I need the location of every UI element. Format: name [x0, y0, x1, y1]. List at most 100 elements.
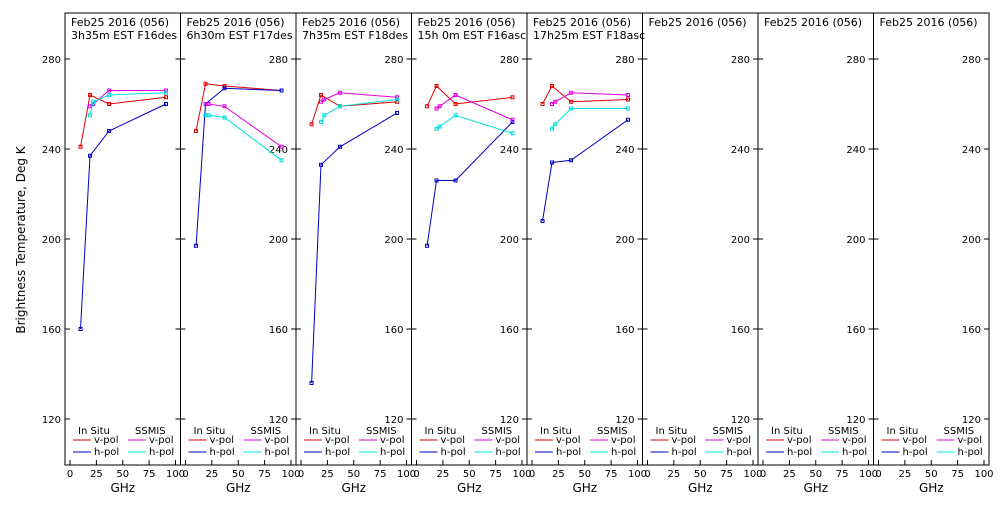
- data-point-ssmis_h: [322, 113, 327, 118]
- y-tick-label: 120: [731, 415, 750, 426]
- data-point-ssmis_v: [338, 90, 343, 95]
- y-tick-label: 160: [846, 325, 865, 336]
- legend-label-insitu_h: h-pol: [325, 447, 350, 458]
- legend-label-insitu_v: v-pol: [210, 435, 235, 446]
- legend-insitu-title: In Situ: [425, 426, 457, 437]
- panel-title-line1: Feb25 2016 (056): [302, 16, 400, 29]
- data-point-insitu_v: [569, 99, 574, 104]
- x-axis-label: GHz: [341, 481, 366, 495]
- legend-label-insitu_h: h-pol: [556, 447, 581, 458]
- data-point-insitu_h: [164, 102, 169, 106]
- legend-ssmis-title: SSMIS: [828, 426, 859, 437]
- y-tick-label: 240: [846, 145, 865, 156]
- x-tick-label: 50: [232, 469, 245, 480]
- legend-label-ssmis_v: v-pol: [265, 435, 290, 446]
- series-line-ssmis_v: [551, 92, 629, 105]
- y-tick-label: 160: [500, 325, 519, 336]
- data-point-ssmis_v: [107, 88, 112, 93]
- legend-label-ssmis_h: h-pol: [496, 447, 521, 458]
- x-axis-label: GHz: [457, 481, 482, 495]
- y-tick-label: 200: [615, 235, 634, 246]
- y-tick-label: 280: [731, 55, 750, 66]
- legend-insitu-title: In Situ: [194, 426, 226, 437]
- data-point-ssmis_h: [206, 113, 211, 118]
- y-tick-label: 200: [269, 235, 288, 246]
- legend-label-insitu_h: h-pol: [94, 447, 119, 458]
- legend-label-ssmis_h: h-pol: [265, 447, 290, 458]
- data-point-ssmis_v: [88, 104, 93, 109]
- legend-label-ssmis_h: h-pol: [958, 447, 983, 458]
- data-point-ssmis_v: [569, 90, 574, 95]
- y-tick-label: 120: [615, 415, 634, 426]
- data-point-insitu_h: [319, 162, 324, 167]
- x-axis-label: GHz: [572, 481, 597, 495]
- x-tick-label: 75: [374, 469, 387, 480]
- data-point-ssmis_h: [434, 126, 439, 131]
- data-point-ssmis_v: [453, 93, 458, 97]
- data-point-insitu_v: [107, 102, 112, 106]
- legend-label-ssmis_v: v-pol: [611, 435, 636, 446]
- y-tick-label: 200: [384, 235, 403, 246]
- x-tick-label: 0: [644, 469, 650, 480]
- y-axis-label: Brightness Temperature, Deg K: [14, 145, 28, 333]
- data-point-insitu_v: [626, 97, 631, 102]
- data-point-insitu_v: [222, 84, 227, 88]
- panel-title-line1: Feb25 2016 (056): [533, 16, 631, 29]
- legend-ssmis-title: SSMIS: [251, 426, 282, 437]
- data-point-ssmis_h: [164, 90, 169, 95]
- x-axis-label: GHz: [110, 481, 135, 495]
- data-point-ssmis_v: [434, 106, 439, 111]
- y-tick-label: 160: [615, 325, 634, 336]
- data-point-ssmis_v: [319, 99, 324, 104]
- series-line-insitu_h: [542, 119, 629, 222]
- x-tick-label: 50: [116, 469, 129, 480]
- y-tick-label: 160: [731, 325, 750, 336]
- series-line-insitu_h: [195, 87, 282, 246]
- y-tick-label: 200: [500, 235, 519, 246]
- y-tick-label: 280: [42, 55, 61, 66]
- series-line-insitu_h: [80, 103, 167, 330]
- panel-title-line1: Feb25 2016 (056): [418, 16, 516, 29]
- x-tick-label: 100: [512, 469, 531, 480]
- data-point-ssmis_h: [91, 99, 96, 104]
- x-tick-label: 25: [899, 469, 912, 480]
- x-tick-label: 100: [743, 469, 762, 480]
- legend-label-ssmis_v: v-pol: [149, 435, 174, 446]
- panel-frame: [64, 12, 181, 466]
- series-line-ssmis_v: [205, 103, 282, 148]
- x-tick-label: 25: [90, 469, 103, 480]
- data-point-insitu_v: [309, 122, 314, 127]
- legend-label-insitu_v: v-pol: [556, 435, 581, 446]
- series-line-insitu_v: [311, 94, 398, 125]
- data-point-insitu_h: [338, 144, 343, 149]
- x-tick-label: 75: [489, 469, 502, 480]
- legend-ssmis-title: SSMIS: [135, 426, 166, 437]
- data-point-insitu_v: [164, 95, 169, 100]
- x-tick-label: 25: [668, 469, 681, 480]
- series-line-ssmis_h: [551, 108, 628, 130]
- y-tick-label: 120: [846, 415, 865, 426]
- data-point-ssmis_v: [550, 102, 555, 106]
- series-line-insitu_v: [542, 85, 629, 105]
- y-tick-label: 120: [500, 415, 519, 426]
- y-tick-label: 120: [42, 415, 61, 426]
- y-tick-label: 240: [615, 145, 634, 156]
- legend-label-insitu_v: v-pol: [94, 435, 119, 446]
- y-tick-label: 240: [731, 145, 750, 156]
- legend-ssmis-title: SSMIS: [482, 426, 513, 437]
- legend-label-insitu_h: h-pol: [903, 447, 928, 458]
- x-tick-label: 75: [951, 469, 964, 480]
- x-tick-label: 50: [578, 469, 591, 480]
- panel-title-line2: 6h30m EST F17des: [187, 29, 293, 42]
- data-point-ssmis_v: [510, 117, 515, 122]
- series-line-ssmis_h: [436, 114, 513, 134]
- x-tick-label: 75: [143, 469, 156, 480]
- panel-title-line2: 15h 0m EST F16asc: [418, 29, 527, 42]
- x-tick-label: 25: [783, 469, 796, 480]
- data-point-ssmis_v: [279, 144, 284, 149]
- y-tick-label: 200: [731, 235, 750, 246]
- x-tick-label: 75: [605, 469, 618, 480]
- x-tick-label: 100: [281, 469, 300, 480]
- data-point-insitu_v: [78, 144, 83, 149]
